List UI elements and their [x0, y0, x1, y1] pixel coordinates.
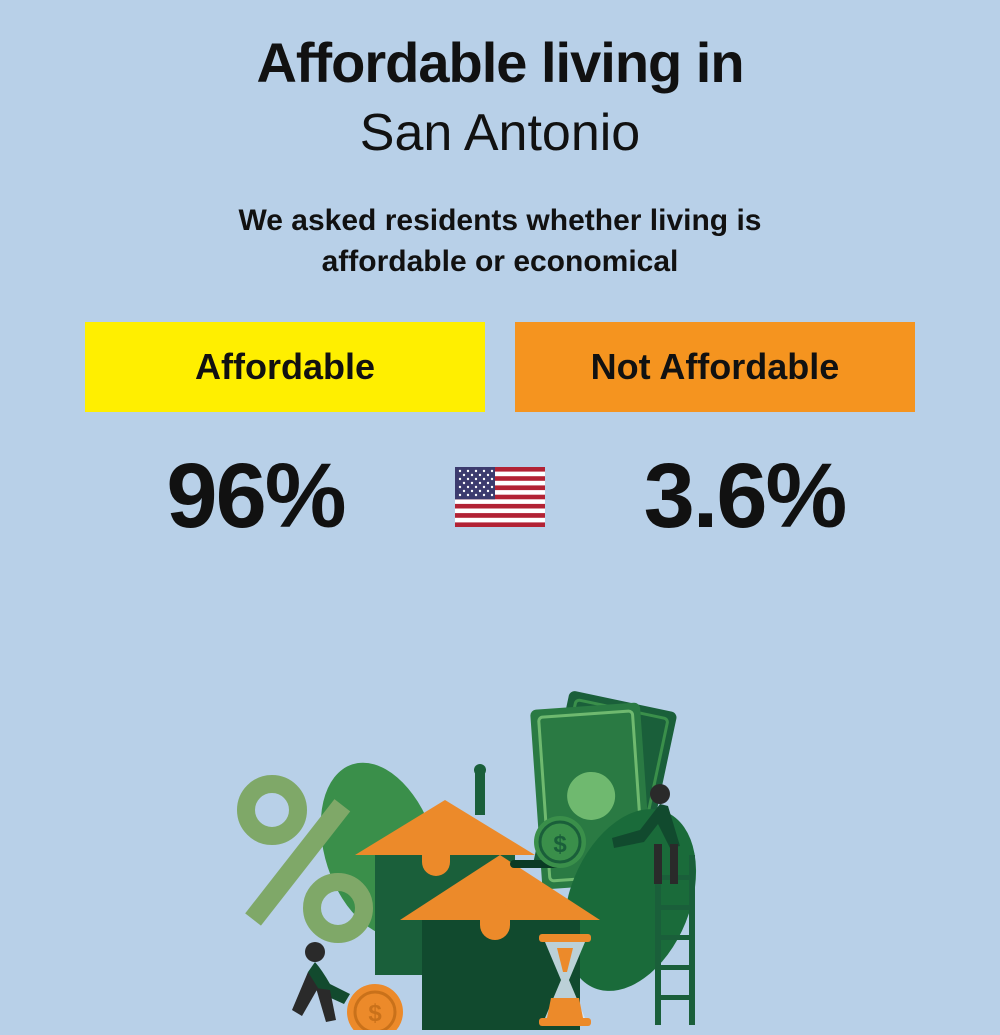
label-affordable: Affordable	[85, 322, 485, 412]
header: Affordable living in San Antonio We aske…	[0, 0, 1000, 282]
us-flag-icon	[455, 467, 545, 527]
label-not-affordable: Not Affordable	[515, 322, 915, 412]
stats-row: 96% 3.6%	[0, 444, 1000, 549]
labels-row: Affordable Not Affordable	[0, 322, 1000, 412]
illustration: $ $	[200, 680, 800, 1030]
stat-affordable: 96%	[80, 444, 431, 549]
svg-text:$: $	[553, 831, 567, 858]
stat-not-affordable: 3.6%	[569, 444, 920, 549]
subtitle-line-2: affordable or economical	[0, 242, 1000, 283]
subtitle: We asked residents whether living is aff…	[0, 201, 1000, 282]
title-line-2: San Antonio	[0, 103, 1000, 163]
svg-text:$: $	[368, 1000, 382, 1027]
subtitle-line-1: We asked residents whether living is	[0, 201, 1000, 242]
title-line-1: Affordable living in	[0, 30, 1000, 95]
